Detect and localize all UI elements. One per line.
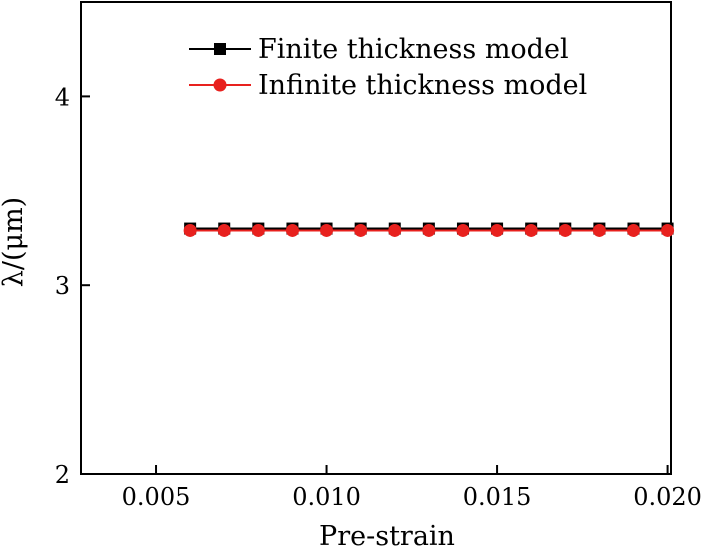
series-infinite	[183, 223, 675, 237]
data-point	[320, 223, 334, 237]
y-tick-label: 2	[55, 461, 70, 489]
plot-frame	[80, 1, 672, 475]
series-layer	[183, 222, 675, 237]
data-point	[490, 223, 504, 237]
data-point	[388, 223, 402, 237]
legend-marker	[214, 43, 226, 55]
data-point	[217, 223, 231, 237]
data-point	[524, 223, 538, 237]
data-point	[456, 223, 470, 237]
data-point	[592, 223, 606, 237]
x-axis-label: Pre-strain	[319, 521, 455, 550]
y-tick-label: 4	[55, 83, 70, 111]
legend-label: Finite thickness model	[258, 34, 569, 65]
legend-item: Infinite thickness model	[189, 70, 587, 101]
x-tick-label: 0.020	[633, 483, 702, 511]
x-tick-label: 0.005	[122, 483, 191, 511]
axis-ticks: 0.005 0.010 0.015 0.020 2 3 4	[55, 83, 702, 511]
data-point	[251, 223, 265, 237]
data-point	[422, 223, 436, 237]
y-axis-label: λ/(μm)	[0, 197, 29, 287]
data-point	[183, 223, 197, 237]
legend-marker	[213, 78, 227, 92]
legend-label: Infinite thickness model	[258, 70, 587, 101]
y-tick-label: 3	[55, 272, 70, 300]
data-point	[661, 223, 675, 237]
data-point	[354, 223, 368, 237]
data-point	[558, 223, 572, 237]
legend-item: Finite thickness model	[189, 34, 569, 65]
x-tick-label: 0.015	[463, 483, 532, 511]
data-point	[285, 223, 299, 237]
legend: Finite thickness model Infinite thickness…	[189, 34, 587, 101]
x-tick-label: 0.010	[292, 483, 361, 511]
data-point	[626, 223, 640, 237]
